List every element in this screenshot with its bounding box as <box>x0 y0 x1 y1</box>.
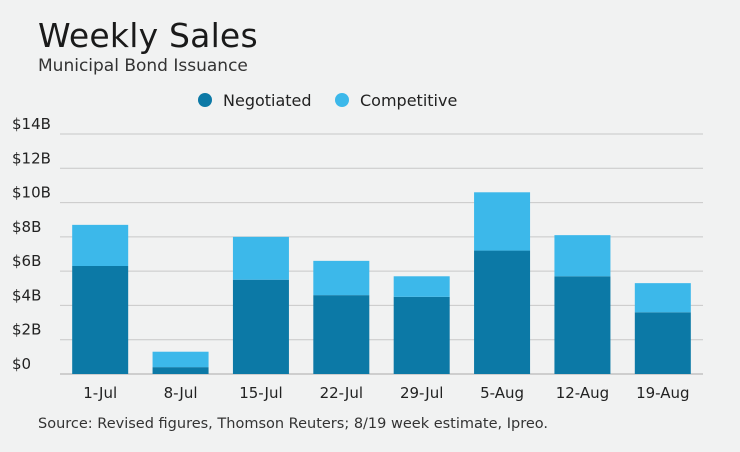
bar-competitive-8-jul <box>152 351 209 368</box>
y-tick-label: $0 <box>12 355 31 373</box>
source-note: Source: Revised figures, Thomson Reuters… <box>38 416 548 432</box>
y-tick-label: $6B <box>12 252 41 270</box>
x-tick-label: 19-Aug <box>636 384 689 402</box>
bar-competitive-15-jul <box>232 236 289 280</box>
bars <box>72 192 691 374</box>
x-tick-label: 22-Jul <box>320 384 363 402</box>
legend-label-negotiated: Negotiated <box>223 91 312 110</box>
y-tick-label: $12B <box>12 149 51 167</box>
bar-negotiated-8-jul <box>152 367 209 374</box>
bar-competitive-12-aug <box>554 235 611 277</box>
bar-negotiated-12-aug <box>554 276 611 374</box>
bar-negotiated-19-aug <box>634 312 691 374</box>
legend-swatch-competitive <box>335 93 349 107</box>
x-tick-label: 15-Jul <box>239 384 282 402</box>
bar-negotiated-5-aug <box>474 250 531 374</box>
y-tick-label: $8B <box>12 218 41 236</box>
y-tick-label: $10B <box>12 184 51 202</box>
bar-competitive-29-jul <box>393 276 450 297</box>
x-tick-label: 29-Jul <box>400 384 443 402</box>
bar-negotiated-22-jul <box>313 295 370 374</box>
legend-swatch-negotiated <box>198 93 212 107</box>
x-tick-label: 12-Aug <box>556 384 609 402</box>
bar-competitive-1-jul <box>72 224 129 266</box>
bar-negotiated-1-jul <box>72 266 129 374</box>
chart-title: Weekly Sales <box>38 16 258 55</box>
bar-negotiated-15-jul <box>232 279 289 374</box>
chart-subtitle: Municipal Bond Issuance <box>38 56 248 76</box>
y-tick-label: $4B <box>12 286 41 304</box>
x-tick-label: 1-Jul <box>83 384 117 402</box>
y-tick-label: $2B <box>12 321 41 339</box>
bar-negotiated-29-jul <box>393 296 450 374</box>
bar-competitive-19-aug <box>634 283 691 313</box>
y-axis: $0 $2B $4B $6B $8B $10B $12B $14B <box>12 115 51 373</box>
bar-competitive-22-jul <box>313 260 370 296</box>
y-tick-label: $14B <box>12 115 51 133</box>
bar-competitive-5-aug <box>474 192 531 251</box>
x-tick-label: 8-Jul <box>164 384 198 402</box>
legend-label-competitive: Competitive <box>360 91 457 110</box>
x-axis: 1-Jul 8-Jul 15-Jul 22-Jul 29-Jul 5-Aug 12-Aug 1… <box>83 384 689 402</box>
legend: Negotiated Competitive <box>198 91 457 110</box>
x-tick-label: 5-Aug <box>480 384 524 402</box>
